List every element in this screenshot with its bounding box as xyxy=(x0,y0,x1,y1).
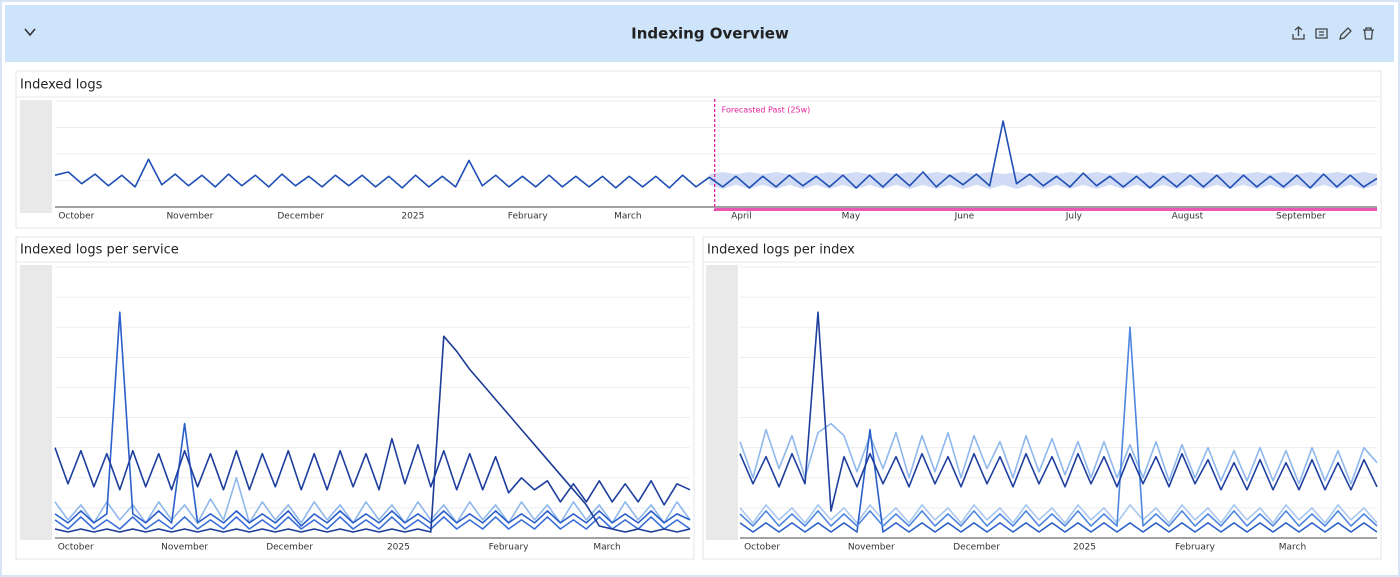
header-bar xyxy=(5,5,1394,62)
x-tick-label: April xyxy=(731,212,752,222)
x-tick-label: May xyxy=(842,212,861,222)
x-tick-label: November xyxy=(166,212,213,222)
x-tick-label: August xyxy=(1172,212,1204,222)
x-tick-label: December xyxy=(277,212,324,222)
hidden-axis-area xyxy=(20,265,52,540)
series-line xyxy=(54,437,691,506)
series-line xyxy=(739,422,1378,485)
x-tick-label: November xyxy=(848,543,895,553)
series-line xyxy=(54,335,691,533)
forecast-range xyxy=(714,208,1377,211)
export-icon[interactable] xyxy=(1292,26,1305,40)
x-tick-label: June xyxy=(954,212,975,222)
hidden-axis-area xyxy=(20,100,52,213)
panel-title: Indexed logs xyxy=(20,78,103,93)
collapse-chevron[interactable] xyxy=(24,28,36,37)
x-tick-label: February xyxy=(1175,543,1216,553)
x-tick-label: February xyxy=(489,543,530,553)
x-tick-label: October xyxy=(744,543,780,553)
header-icons xyxy=(1292,26,1374,40)
x-tick-label: December xyxy=(266,543,313,553)
x-tick-label: July xyxy=(1065,212,1083,222)
x-tick-label: November xyxy=(161,543,208,553)
x-tick-label: March xyxy=(1279,543,1306,553)
x-tick-label: 2025 xyxy=(401,212,424,222)
hidden-axis-area xyxy=(706,265,738,540)
panel xyxy=(15,70,1382,229)
forecast-label: Forecasted Past (25w) xyxy=(722,106,811,115)
x-tick-label: October xyxy=(58,543,94,553)
x-tick-label: 2025 xyxy=(1073,543,1096,553)
panel xyxy=(702,236,1382,560)
x-tick-label: 2025 xyxy=(387,543,410,553)
series-line xyxy=(54,516,691,530)
series-line xyxy=(54,477,691,524)
series-line xyxy=(739,504,1378,524)
delete-icon[interactable] xyxy=(1363,27,1374,40)
expand-icon[interactable] xyxy=(1315,28,1328,39)
x-tick-label: February xyxy=(508,212,549,222)
edit-icon[interactable] xyxy=(1339,27,1352,40)
forecast-band xyxy=(709,172,1377,189)
dashboard-title: Indexing Overview xyxy=(631,25,789,43)
panel xyxy=(15,236,695,560)
panel-title: Indexed logs per index xyxy=(707,243,855,258)
series-line xyxy=(739,311,1378,512)
x-tick-label: December xyxy=(953,543,1000,553)
x-tick-label: March xyxy=(593,543,620,553)
series-line xyxy=(54,311,691,527)
series-line xyxy=(739,326,1378,527)
panel-title: Indexed logs per service xyxy=(20,243,179,258)
x-tick-label: October xyxy=(58,212,94,222)
x-tick-label: September xyxy=(1276,212,1326,222)
series-line xyxy=(739,428,1378,533)
series-line xyxy=(54,120,1378,189)
x-tick-label: March xyxy=(614,212,641,222)
